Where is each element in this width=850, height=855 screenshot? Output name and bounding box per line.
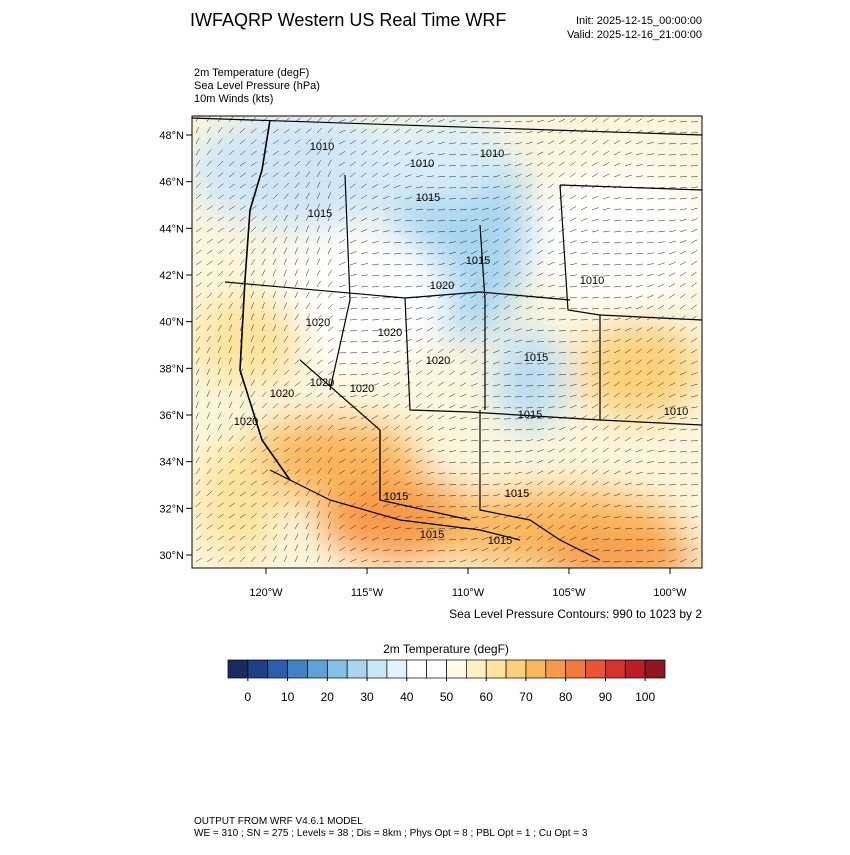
contour-label: 1020 — [310, 377, 334, 389]
lat-label: 32°N — [159, 503, 184, 515]
colorbar-bin — [327, 660, 347, 678]
field-name: 10m Winds (kts) — [194, 93, 273, 105]
colorbar-bin — [407, 660, 427, 678]
contour-label: 1015 — [524, 352, 548, 364]
colorbar-bin — [447, 660, 467, 678]
colorbar-bin — [248, 660, 268, 678]
colorbar-tick-label: 30 — [360, 690, 374, 704]
lat-label: 44°N — [159, 223, 184, 235]
lon-label: 100°W — [653, 587, 687, 599]
colorbar-bin — [347, 660, 367, 678]
contour-label: 1020 — [426, 355, 450, 367]
colorbar-tick-label: 10 — [281, 690, 295, 704]
init-time: Init: 2025-12-15_00:00:00 — [576, 15, 702, 27]
lat-label: 34°N — [159, 457, 184, 469]
colorbar-tick-label: 90 — [599, 690, 613, 704]
contour-label: 1015 — [466, 255, 490, 267]
lon-label: 120°W — [249, 587, 283, 599]
contour-label: 1020 — [270, 388, 294, 400]
contour-label: 1010 — [480, 148, 504, 160]
colorbar-bin — [586, 660, 606, 678]
colorbar-bin — [427, 660, 447, 678]
lat-label: 40°N — [159, 317, 184, 329]
colorbar-bin — [625, 660, 645, 678]
colorbar-bin — [566, 660, 586, 678]
colorbar-tick-label: 60 — [480, 690, 494, 704]
contour-label: 1010 — [664, 406, 688, 418]
colorbar-tick-label: 70 — [519, 690, 533, 704]
footer-model: OUTPUT FROM WRF V4.6.1 MODEL — [194, 816, 363, 827]
contour-label: 1015 — [420, 529, 444, 541]
contour-label: 1015 — [308, 208, 332, 220]
colorbar-tick-label: 80 — [559, 690, 573, 704]
colorbar-bin — [605, 660, 625, 678]
colorbar-bin — [546, 660, 566, 678]
contour-label: 1015 — [416, 192, 440, 204]
contour-label: 1010 — [310, 141, 334, 153]
valid-time: Valid: 2025-12-16_21:00:00 — [567, 29, 702, 41]
colorbar-bin — [268, 660, 288, 678]
colorbar: 0 10 20 30 40 50 60 70 80 90 100 — [228, 660, 665, 704]
colorbar-bin — [645, 660, 665, 678]
colorbar-bin — [526, 660, 546, 678]
lat-label: 42°N — [159, 270, 184, 282]
contour-label: 1015 — [518, 409, 542, 421]
colorbar-bin — [466, 660, 486, 678]
colorbar-tick-label: 50 — [440, 690, 454, 704]
contour-label: 1015 — [384, 491, 408, 503]
colorbar-bin — [307, 660, 327, 678]
contour-label: 1020 — [234, 416, 258, 428]
contour-label: 1020 — [306, 317, 330, 329]
colorbar-bin — [486, 660, 506, 678]
contour-note: Sea Level Pressure Contours: 990 to 1023… — [449, 607, 702, 621]
lon-label: 110°W — [452, 587, 485, 599]
lon-label: 115°W — [351, 587, 384, 599]
footer-settings: WE = 310 ; SN = 275 ; Levels = 38 ; Dis … — [194, 828, 588, 839]
contour-label: 1015 — [488, 535, 512, 547]
colorbar-bin — [367, 660, 387, 678]
lat-label: 48°N — [159, 130, 184, 142]
contour-label: 1020 — [378, 327, 402, 339]
lat-label: 38°N — [159, 363, 184, 375]
colorbar-tick-label: 0 — [245, 690, 252, 704]
colorbar-bin — [506, 660, 526, 678]
lat-label: 36°N — [159, 410, 184, 422]
contour-label: 1010 — [410, 158, 434, 170]
colorbar-title: 2m Temperature (degF) — [383, 642, 509, 656]
contour-label: 1020 — [430, 280, 454, 292]
colorbar-tick-label: 40 — [400, 690, 414, 704]
lat-label: 46°N — [159, 177, 184, 189]
colorbar-bin — [387, 660, 407, 678]
field-name: 2m Temperature (degF) — [194, 67, 309, 79]
colorbar-bin — [288, 660, 308, 678]
contour-label: 1015 — [505, 488, 529, 500]
title: IWFAQRP Western US Real Time WRF — [190, 10, 506, 30]
colorbar-tick-label: 20 — [321, 690, 335, 704]
contour-label: 1010 — [580, 275, 604, 287]
lat-label: 30°N — [159, 550, 184, 562]
lon-label: 105°W — [552, 587, 586, 599]
contour-label: 1020 — [350, 383, 374, 395]
field-name: Sea Level Pressure (hPa) — [194, 80, 320, 92]
colorbar-bin — [228, 660, 248, 678]
colorbar-tick-label: 100 — [635, 690, 655, 704]
map-field: 1010 1010 1010 1015 1015 1015 1020 1010 1020 1020… — [190, 110, 710, 585]
